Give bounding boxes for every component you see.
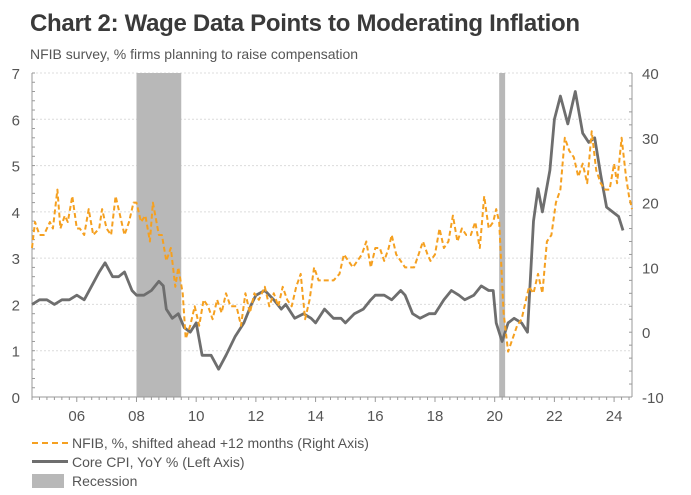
x-tick-label: 16: [367, 408, 384, 425]
left-tick-label: 1: [12, 344, 20, 361]
legend-item-core-cpi: Core CPI, YoY % (Left Axis): [32, 452, 369, 471]
legend: NFIB, %, shifted ahead +12 months (Right…: [32, 433, 369, 490]
x-tick-label: 12: [248, 408, 265, 425]
x-tick-label: 14: [307, 408, 324, 425]
right-tick-label: 10: [642, 260, 659, 277]
left-tick-label: 5: [12, 159, 20, 176]
left-tick-label: 7: [12, 66, 20, 83]
right-tick-label: -10: [642, 390, 664, 407]
x-tick-label: 20: [486, 408, 503, 425]
legend-item-nfib: NFIB, %, shifted ahead +12 months (Right…: [32, 433, 369, 452]
left-tick-label: 6: [12, 112, 20, 129]
gridlines: [32, 72, 632, 352]
legend-item-recession: Recession: [32, 471, 369, 490]
legend-label: Core CPI, YoY % (Left Axis): [72, 453, 245, 470]
chart-subtitle: NFIB survey, % firms planning to raise c…: [30, 46, 359, 62]
x-tick-label: 10: [188, 408, 205, 425]
core-cpi-line: [31, 90, 625, 371]
legend-swatch-dashed: [32, 441, 68, 444]
x-tick-label: 24: [606, 408, 623, 425]
x-tick-label: 06: [68, 408, 85, 425]
right-tick-label: 30: [642, 131, 659, 148]
x-tick-label: 18: [427, 408, 444, 425]
recession-band: [499, 73, 506, 397]
right-tick-label: 0: [642, 325, 650, 342]
left-tick-label: 2: [12, 297, 20, 314]
right-tick-label: 20: [642, 196, 659, 213]
legend-label: Recession: [72, 472, 138, 489]
legend-swatch-solid: [32, 460, 68, 463]
axes: [31, 72, 633, 402]
series-lines: [31, 90, 633, 371]
left-tick-label: 3: [12, 251, 20, 268]
right-tick-label: 40: [642, 66, 659, 83]
chart-title: Chart 2: Wage Data Points to Moderating …: [30, 10, 580, 37]
left-tick-label: 0: [12, 390, 20, 407]
x-tick-label: 08: [128, 408, 145, 425]
legend-swatch-box: [32, 473, 64, 488]
x-tick-label: 22: [546, 408, 563, 425]
left-tick-label: 4: [12, 205, 20, 222]
legend-label: NFIB, %, shifted ahead +12 months (Right…: [72, 434, 369, 451]
nfib-line: [31, 130, 633, 353]
